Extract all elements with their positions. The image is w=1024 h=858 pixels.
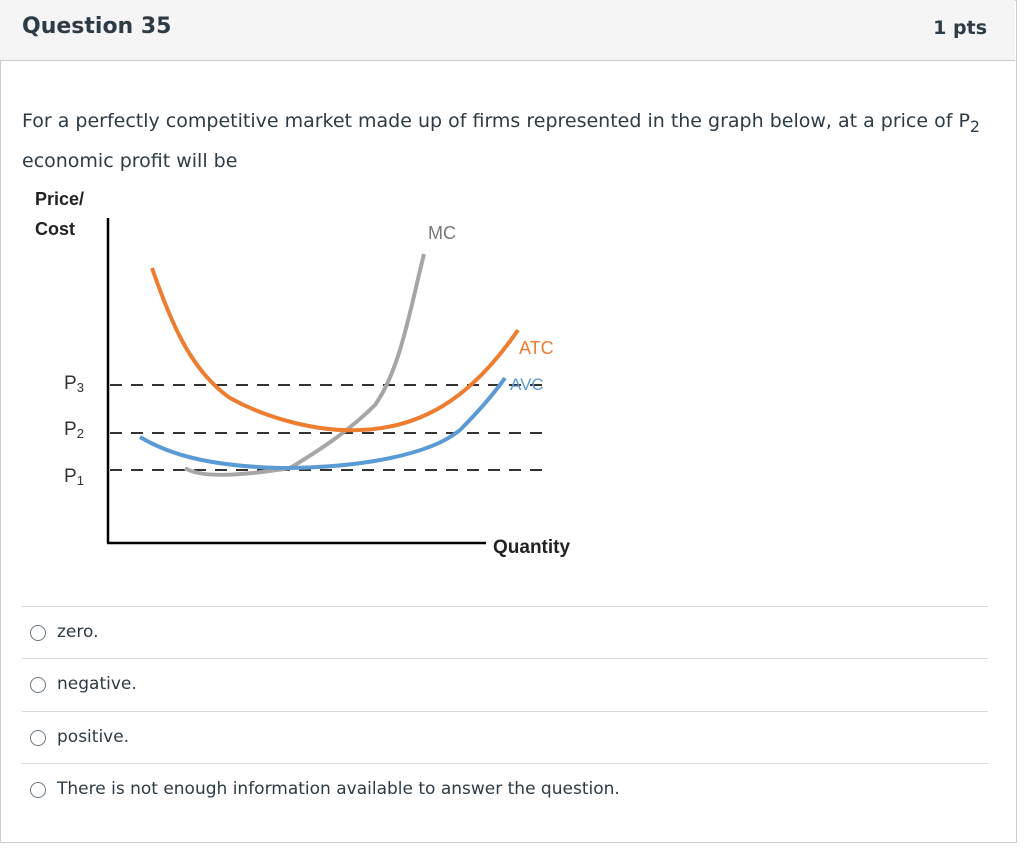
answer-option[interactable]: zero. [22, 606, 988, 659]
question-header: Question 35 1 pts [0, 0, 1015, 61]
price-lines [110, 384, 548, 471]
answer-option[interactable]: positive. [22, 710, 988, 764]
radio-button[interactable] [30, 729, 46, 746]
price-sub: 2 [77, 426, 84, 441]
y-axis-label: Cost [35, 219, 75, 239]
atc-label: ATC [519, 338, 554, 358]
question-text-before: For a perfectly competitive market made … [22, 110, 970, 132]
y-axis-label: Price/ [35, 189, 84, 209]
price-letter: P [64, 466, 77, 487]
price-sub: 3 [77, 380, 84, 395]
answer-option[interactable]: There is not enough information availabl… [22, 762, 988, 816]
question-title: Question 35 [22, 14, 172, 39]
price-letter: P [64, 373, 77, 394]
option-text: positive. [57, 726, 130, 747]
question-subscript: 2 [969, 116, 980, 136]
cost-graph: Price/ Cost Quantity MC ATC AVC P3 P2 P1 [35, 189, 570, 558]
radio-button[interactable] [30, 677, 46, 694]
question-points: 1 pts [933, 17, 987, 39]
avc-curve [138, 376, 507, 471]
atc-curve [150, 267, 520, 433]
price-label: P1 [64, 466, 84, 488]
option-text: There is not enough information availabl… [57, 778, 620, 799]
mc-label: MC [428, 223, 456, 243]
option-text: negative. [57, 674, 137, 695]
radio-button[interactable] [30, 625, 46, 641]
price-label: P2 [64, 419, 84, 441]
radio-button[interactable] [30, 781, 46, 798]
question-text-after: economic profit will be [22, 149, 238, 172]
question-text: For a perfectly competitive market made … [22, 104, 1002, 178]
price-sub: 1 [77, 473, 84, 488]
price-letter: P [64, 419, 77, 440]
avc-label: AVC [510, 375, 544, 394]
mc-curve [183, 253, 426, 477]
option-text: zero. [57, 622, 99, 642]
x-axis-label: Quantity [493, 537, 570, 558]
answer-option[interactable]: negative. [22, 658, 988, 711]
price-label: P3 [64, 373, 84, 395]
